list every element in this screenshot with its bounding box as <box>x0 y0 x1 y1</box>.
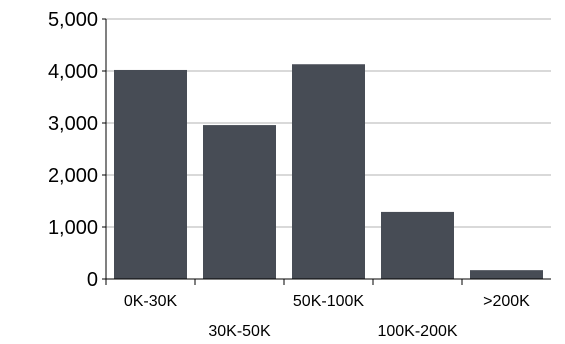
x-tick-label: 50K-100K <box>293 293 364 310</box>
y-tick-label: 5,000 <box>48 9 98 31</box>
y-tick-label: 4,000 <box>48 61 98 83</box>
axes <box>102 18 551 285</box>
y-tick-labels: 0 1,000 2,000 3,000 4,000 5,000 <box>48 9 98 291</box>
x-tick-label: 30K-50K <box>208 323 271 340</box>
bar <box>381 211 454 279</box>
bar <box>470 270 543 279</box>
x-tick-label: 0K-30K <box>124 293 178 310</box>
y-tick-label: 0 <box>87 269 98 291</box>
x-tick-label: >200K <box>483 293 530 310</box>
x-tick-label: 100K-200K <box>377 323 457 340</box>
bar <box>292 64 365 280</box>
bar <box>114 69 187 280</box>
bars <box>114 64 543 280</box>
y-tick-label: 2,000 <box>48 165 98 187</box>
y-tick-label: 3,000 <box>48 113 98 135</box>
x-tick-labels: 0K-30K 30K-50K 50K-100K 100K-200K >200K <box>124 293 530 340</box>
bar <box>203 125 276 279</box>
y-tick-label: 1,000 <box>48 217 98 239</box>
